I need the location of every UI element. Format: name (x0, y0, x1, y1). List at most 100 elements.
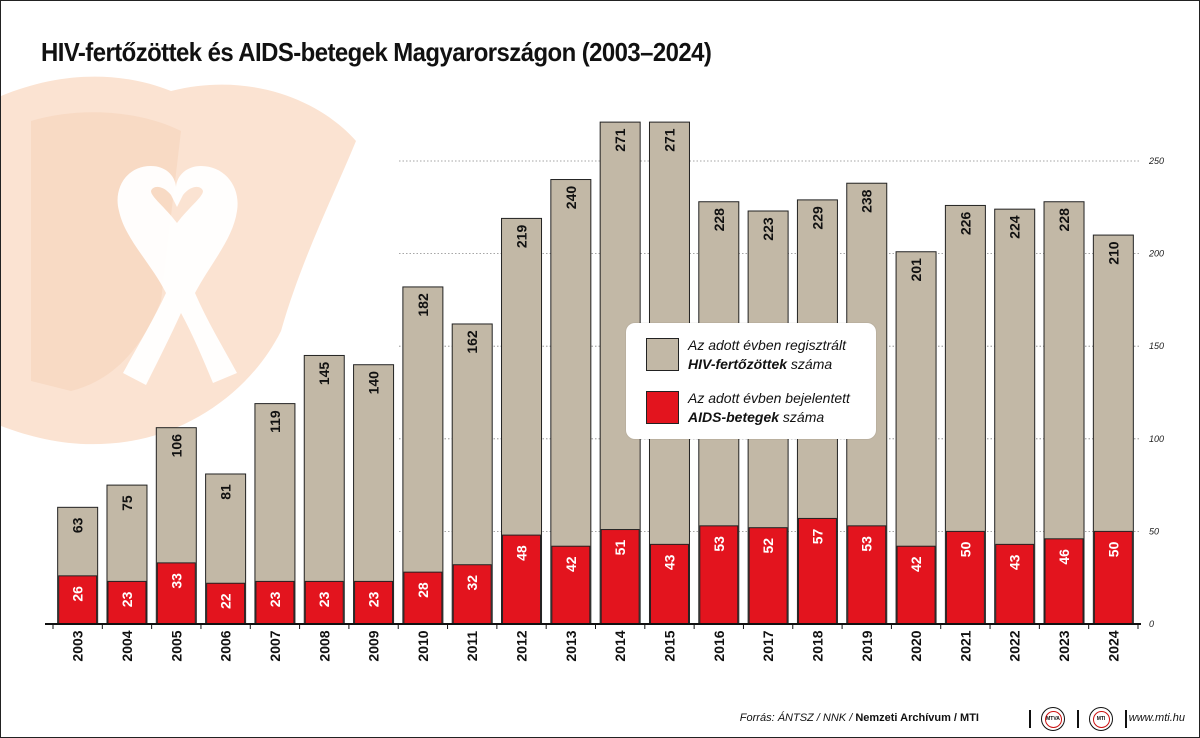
website-url: www.mti.hu (1129, 712, 1185, 724)
source-separator: / (951, 712, 960, 724)
data-label-aids: 26 (70, 586, 86, 602)
data-label-aids: 42 (563, 556, 579, 572)
footer-divider (1077, 710, 1079, 728)
x-tick-label: 2021 (957, 630, 973, 661)
background-hand-illustration (1, 77, 356, 445)
data-label-aids: 23 (267, 591, 283, 607)
data-label-hiv: 228 (711, 208, 727, 232)
x-tick-label: 2006 (218, 630, 234, 661)
footer: Forrás: ÁNTSZ / NNK / Nemzeti Archívum /… (1, 706, 1199, 730)
data-label-aids: 51 (612, 540, 628, 556)
data-label-aids: 22 (218, 593, 234, 609)
data-label-hiv: 224 (1007, 215, 1023, 239)
data-label-hiv: 226 (957, 212, 973, 236)
data-label-aids: 46 (1056, 549, 1072, 565)
data-label-hiv: 229 (809, 206, 825, 230)
data-label-hiv: 223 (760, 217, 776, 241)
x-tick-label: 2024 (1105, 630, 1121, 661)
x-tick-label: 2020 (908, 630, 924, 661)
data-label-aids: 43 (1007, 554, 1023, 570)
legend-hiv-bold: HIV-fertőzöttek (688, 356, 787, 372)
data-label-hiv: 238 (859, 189, 875, 213)
x-tick-label: 2015 (661, 630, 677, 661)
chart-title: HIV-fertőzöttek és AIDS-betegek Magyaror… (41, 37, 711, 68)
x-tick-label: 2009 (366, 630, 382, 661)
data-label-aids: 50 (957, 541, 973, 557)
y-tick-label: 200 (1148, 249, 1164, 259)
legend-hiv-line1: Az adott évben regisztrált (688, 337, 846, 353)
legend: Az adott évben regisztrált HIV-fertőzött… (626, 323, 876, 439)
data-label-aids: 57 (809, 528, 825, 544)
x-tick-label: 2011 (464, 631, 480, 662)
data-label-hiv: 140 (366, 371, 382, 395)
legend-label-hiv: Az adott évben regisztrált HIV-fertőzött… (688, 336, 888, 374)
x-tick-label: 2023 (1056, 630, 1072, 661)
data-label-aids: 42 (908, 556, 924, 572)
data-label-hiv: 240 (563, 186, 579, 210)
data-label-aids: 52 (760, 538, 776, 554)
data-label-aids: 23 (366, 591, 382, 607)
data-label-aids: 53 (859, 536, 875, 552)
data-label-hiv: 219 (514, 225, 530, 249)
mtva-logo-text: MTVA (1045, 711, 1062, 728)
source-prefix: Forrás: ÁNTSZ / NNK / (740, 712, 856, 724)
x-tick-label: 2007 (267, 630, 283, 661)
x-tick-label: 2017 (760, 630, 776, 661)
data-label-aids: 48 (514, 545, 530, 561)
x-tick-label: 2019 (859, 630, 875, 661)
data-label-hiv: 63 (70, 517, 86, 533)
data-label-hiv: 106 (168, 434, 184, 458)
data-label-hiv: 201 (908, 258, 924, 282)
data-label-hiv: 145 (316, 362, 332, 386)
data-label-aids: 23 (316, 591, 332, 607)
mtva-logo-icon: MTVA (1041, 707, 1065, 731)
data-label-aids: 53 (711, 536, 727, 552)
legend-swatch-aids (646, 391, 679, 424)
x-tick-label: 2005 (168, 630, 184, 661)
x-tick-label: 2018 (809, 630, 825, 661)
x-tick-label: 2004 (119, 630, 135, 661)
x-tick-label: 2012 (514, 630, 530, 661)
footer-divider (1125, 710, 1127, 728)
data-label-hiv: 271 (612, 128, 628, 152)
source-archive: Nemzeti Archívum (855, 712, 951, 724)
bar-chart: 63 26 75 23 106 33 81 22 119 23 145 23 140 23 182 28 162… (1, 1, 1200, 738)
y-tick-label: 0 (1149, 619, 1154, 629)
bar-aids-2011 (453, 565, 491, 624)
y-tick-label: 50 (1149, 526, 1159, 536)
x-tick-label: 2013 (563, 630, 579, 661)
x-tick-label: 2003 (70, 630, 86, 661)
data-label-hiv: 182 (415, 293, 431, 317)
x-tick-label: 2010 (415, 630, 431, 661)
data-label-aids: 28 (415, 582, 431, 598)
legend-aids-bold: AIDS-betegek (688, 409, 779, 425)
y-tick-label: 250 (1148, 156, 1164, 166)
source-credit: Forrás: ÁNTSZ / NNK / Nemzeti Archívum /… (740, 712, 979, 724)
data-label-hiv: 75 (119, 495, 135, 511)
footer-divider (1029, 710, 1031, 728)
data-label-hiv: 119 (267, 410, 283, 433)
data-label-aids: 33 (168, 573, 184, 589)
data-label-aids: 23 (119, 591, 135, 607)
legend-aids-line1: Az adott évben bejelentett (688, 390, 850, 406)
data-label-hiv: 162 (464, 330, 480, 354)
data-label-aids: 50 (1105, 541, 1121, 557)
source-mti: MTI (960, 712, 979, 724)
x-tick-label: 2014 (612, 630, 628, 661)
data-label-aids: 43 (661, 554, 677, 570)
y-tick-label: 100 (1149, 434, 1164, 444)
data-label-hiv: 210 (1105, 241, 1121, 265)
x-tick-label: 2016 (711, 630, 727, 661)
data-label-hiv: 271 (661, 128, 677, 152)
legend-swatch-hiv (646, 338, 679, 371)
data-label-hiv: 81 (218, 484, 234, 500)
data-label-aids: 32 (464, 575, 480, 591)
legend-hiv-rest: száma (787, 356, 832, 372)
x-tick-label: 2022 (1007, 630, 1023, 661)
legend-aids-rest: száma (779, 409, 824, 425)
bar-aids-2005 (157, 563, 195, 624)
mti-logo-text: MTI (1093, 711, 1110, 728)
infographic-frame: 63 26 75 23 106 33 81 22 119 23 145 23 140 23 182 28 162… (0, 0, 1200, 738)
x-tick-label: 2008 (316, 630, 332, 661)
y-tick-label: 150 (1149, 341, 1164, 351)
